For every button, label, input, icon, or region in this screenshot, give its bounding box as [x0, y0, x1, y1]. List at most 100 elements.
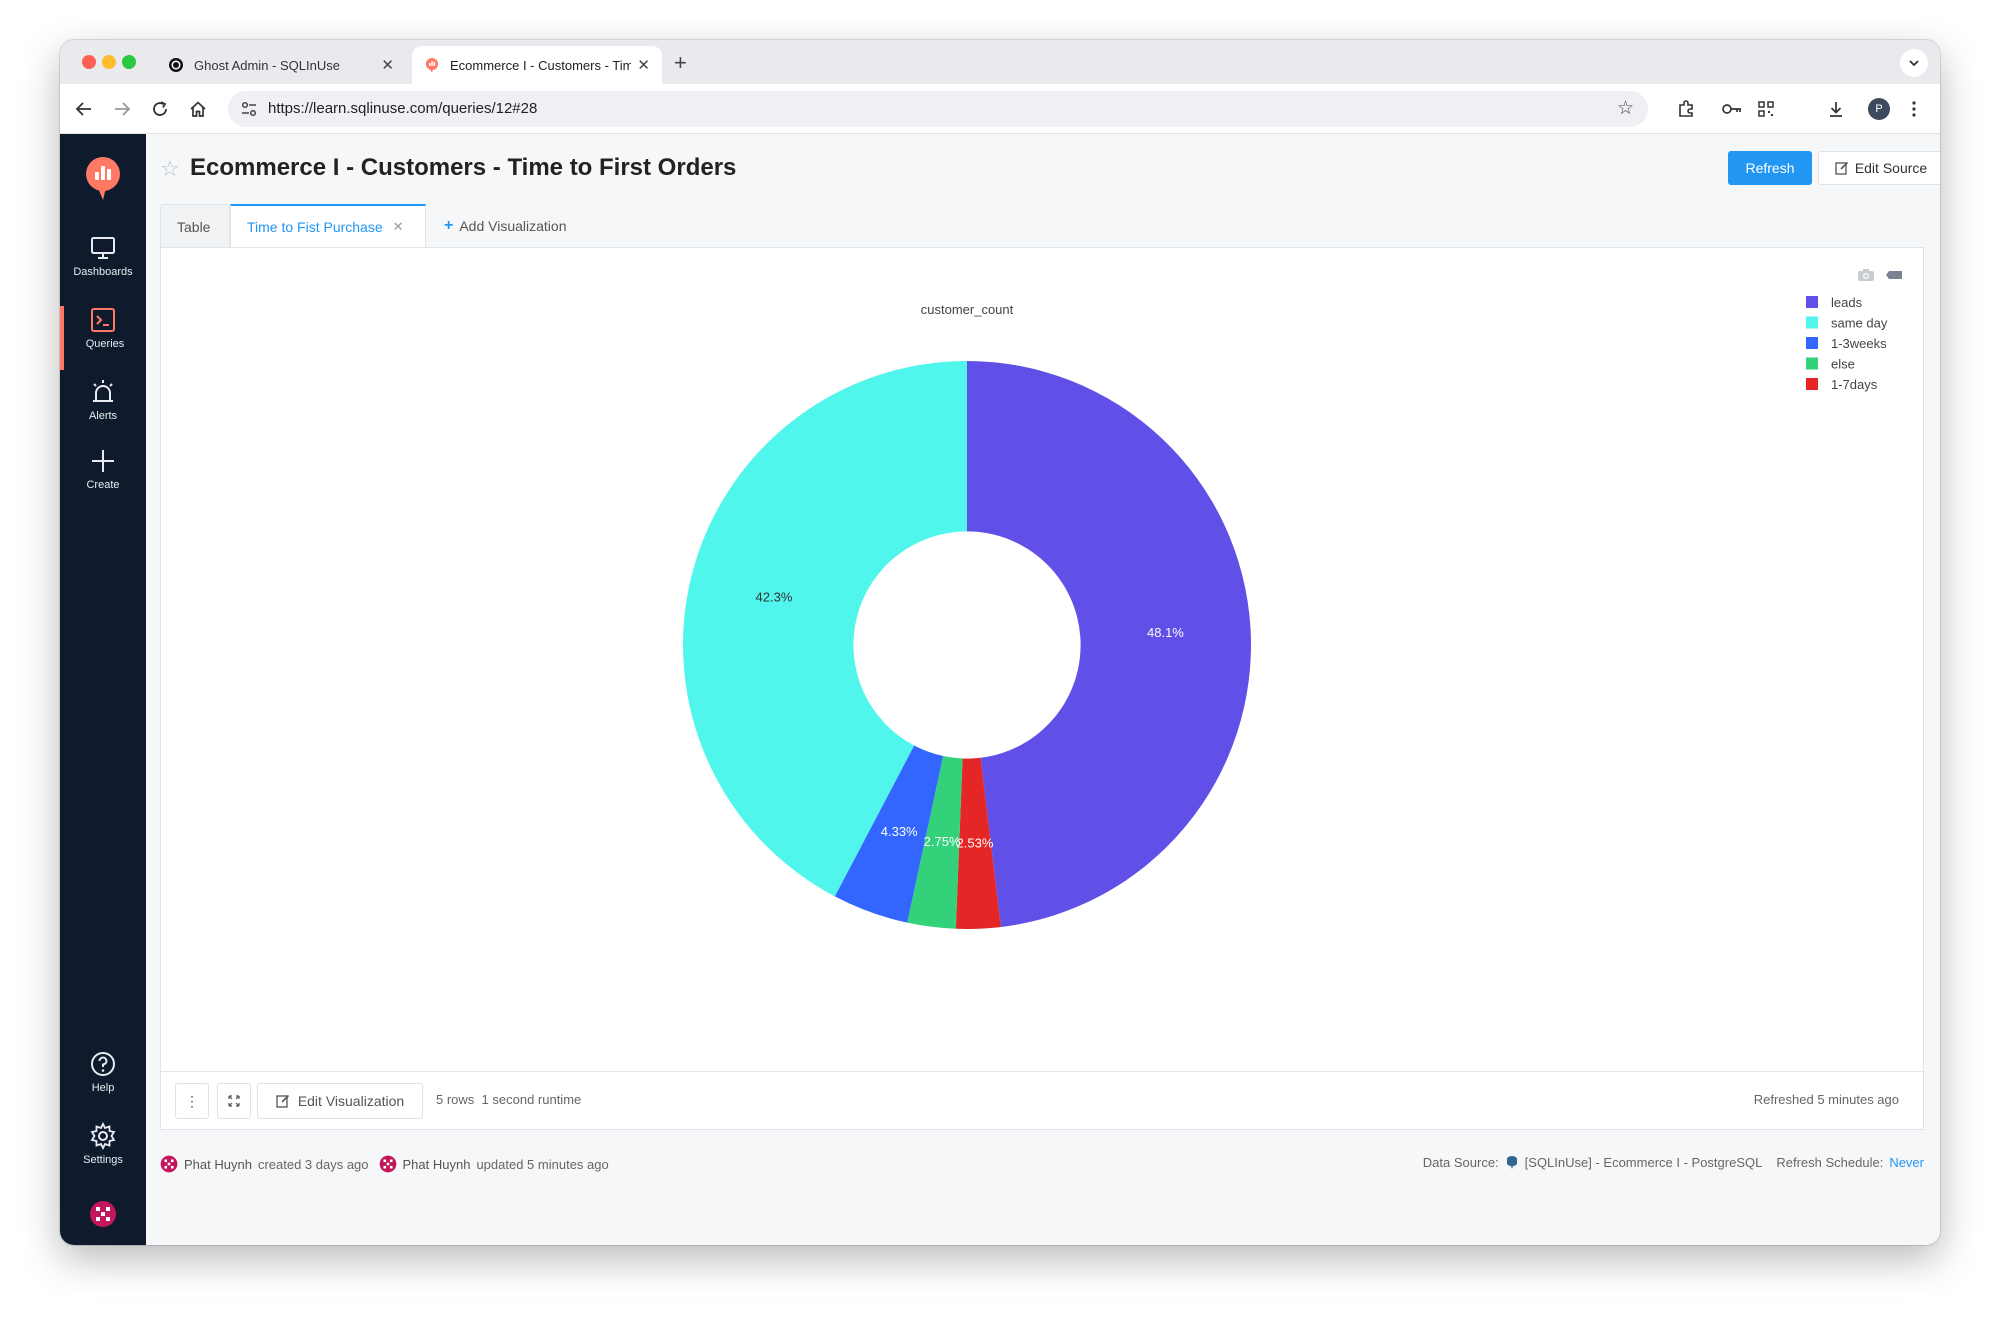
passwords-button[interactable]: [1720, 97, 1744, 121]
add-visualization-button[interactable]: + Add Visualization: [428, 204, 583, 248]
pie-label-leads: 48.1%: [1147, 625, 1184, 640]
pie-slice-same-day[interactable]: [683, 361, 967, 897]
legend-swatch: [1806, 316, 1818, 329]
profile-avatar[interactable]: P: [1868, 98, 1890, 120]
close-window-button[interactable]: [82, 55, 96, 69]
tab-strip: Ghost Admin - SQLInUse ✕ Ecommerce I - C…: [60, 40, 1940, 84]
qr-code-icon: [1758, 101, 1774, 117]
page-title[interactable]: Ecommerce I - Customers - Time to First …: [190, 154, 737, 181]
legend-item-else[interactable]: else: [1806, 357, 1855, 372]
terminal-icon: [91, 308, 115, 332]
browser-tab-title: Ecommerce I - Customers - Time to First …: [450, 57, 632, 73]
add-visualization-label: Add Visualization: [459, 218, 567, 234]
maximize-window-button[interactable]: [122, 55, 136, 69]
home-button[interactable]: [186, 97, 210, 121]
created-time: created 3 days ago: [257, 1156, 369, 1172]
main-content: ☆ Ecommerce I - Customers - Time to Firs…: [146, 134, 1940, 1245]
legend-item-same-day[interactable]: same day: [1806, 316, 1888, 331]
sidebar-item-label: Alerts: [88, 410, 118, 422]
legend-item-leads[interactable]: leads: [1806, 295, 1863, 310]
alarm-icon: [93, 380, 113, 402]
sidebar-item-alerts[interactable]: Alerts: [60, 378, 146, 442]
edit-icon: [1835, 161, 1848, 175]
legend-swatch: [1806, 337, 1818, 349]
address-bar[interactable]: https://learn.sqlinuse.com/queries/12#28…: [228, 91, 1648, 127]
pie-labels: 48.1% 2.53%2.75% 4.33% 42.3%: [756, 589, 1185, 850]
legend-label: same day: [1831, 316, 1888, 331]
tab-table[interactable]: Table: [160, 204, 230, 248]
close-tab-icon[interactable]: ✕: [637, 57, 650, 74]
refreshed-info: Refreshed 5 minutes ago: [1754, 1092, 1899, 1107]
legend-label: else: [1831, 357, 1855, 372]
runtime-text: 1 second runtime: [481, 1092, 582, 1107]
expand-button[interactable]: [217, 1083, 251, 1119]
pie-slice-else[interactable]: [907, 756, 963, 929]
legend-swatch: [1806, 378, 1818, 390]
redash-logo-icon[interactable]: [84, 156, 122, 200]
edit-source-button[interactable]: Edit Source: [1818, 151, 1940, 185]
sidebar-item-dashboards[interactable]: Dashboards: [60, 234, 146, 298]
back-button[interactable]: [72, 97, 96, 121]
legend-item-1-7days[interactable]: 1-7days: [1806, 377, 1878, 392]
sidebar-item-settings[interactable]: Settings: [60, 1122, 146, 1186]
site-settings-icon[interactable]: [240, 100, 258, 118]
extensions-button[interactable]: [1674, 97, 1698, 121]
reload-icon: [153, 101, 167, 116]
forward-button[interactable]: [110, 97, 134, 121]
camera-icon[interactable]: [1857, 268, 1875, 282]
visualization-card: customer_count 48.1% 2.53% 2.75% 4.33% 42.3%…: [160, 247, 1924, 1130]
user-avatar[interactable]: [89, 1200, 117, 1228]
source-info: Data Source: [SQLInUse] - Ecommerce I - …: [1423, 1155, 1924, 1170]
close-tab-icon[interactable]: ✕: [381, 57, 394, 74]
minimize-window-button[interactable]: [102, 55, 116, 69]
pie-slice-1-7days[interactable]: [955, 757, 1001, 929]
data-source-label: Data Source:: [1422, 1155, 1499, 1170]
chevron-down-icon: [1909, 60, 1919, 67]
home-icon: [190, 101, 206, 117]
legend-label: 1-7days: [1831, 377, 1878, 392]
browser-tab-redash[interactable]: Ecommerce I - Customers - Time to First …: [412, 46, 662, 84]
tab-search-button[interactable]: [1900, 49, 1928, 77]
plotly-logo-icon[interactable]: [1885, 268, 1903, 282]
refresh-schedule-link[interactable]: Never: [1889, 1155, 1924, 1170]
qr-code-button[interactable]: [1754, 97, 1778, 121]
ghost-favicon-icon: [169, 58, 183, 72]
downloads-button[interactable]: [1824, 97, 1848, 121]
avatar: [379, 1155, 396, 1173]
browser-tab-ghost[interactable]: Ghost Admin - SQLInUse ✕: [156, 46, 406, 84]
browser-toolbar: https://learn.sqlinuse.com/queries/12#28…: [60, 84, 1940, 134]
pie-slices: [683, 361, 1251, 929]
sidebar-item-create[interactable]: Create: [60, 447, 146, 511]
arrow-right-icon: [115, 102, 131, 116]
pie-slice-1-3weeks[interactable]: [834, 745, 944, 923]
tab-time-to-first-purchase[interactable]: Time to Fist Purchase ✕: [230, 204, 426, 248]
viz-more-button[interactable]: ⋮: [175, 1083, 209, 1119]
url-text[interactable]: https://learn.sqlinuse.com/queries/12#28: [268, 100, 538, 117]
chart-title: customer_count: [921, 302, 1014, 317]
tab-label: Time to Fist Purchase: [247, 219, 383, 235]
sidebar-item-label: Queries: [85, 338, 125, 350]
redash-favicon-icon: [426, 58, 438, 73]
help-icon: [91, 1052, 115, 1076]
legend-label: leads: [1831, 295, 1863, 310]
puzzle-icon: [1679, 100, 1693, 117]
reload-button[interactable]: [148, 97, 172, 121]
sidebar-item-label: Settings: [83, 1154, 123, 1166]
pie-slice-leads[interactable]: [967, 361, 1251, 927]
visualization-footer: ⋮ Edit Visualization 5 rows 1 second run…: [161, 1071, 1923, 1129]
query-metadata: Phat Huynh created 3 days ago Phat Huynh…: [160, 1149, 1924, 1179]
browser-window: Ghost Admin - SQLInUse ✕ Ecommerce I - C…: [60, 40, 1940, 1245]
favorite-star-icon[interactable]: ☆: [160, 156, 180, 181]
browser-menu-button[interactable]: [1902, 97, 1926, 121]
sidebar-item-help[interactable]: Help: [60, 1050, 146, 1114]
close-tab-icon[interactable]: ✕: [392, 219, 404, 234]
refresh-button[interactable]: Refresh: [1728, 151, 1812, 185]
bookmark-star-icon[interactable]: ☆: [1616, 98, 1634, 119]
legend-item-1-3weeks[interactable]: 1-3weeks: [1806, 336, 1887, 351]
edit-visualization-button[interactable]: Edit Visualization: [257, 1083, 423, 1119]
new-tab-button[interactable]: +: [674, 50, 687, 75]
refreshed-time: 5 minutes ago: [1817, 1092, 1899, 1107]
postgresql-icon: [1506, 1155, 1517, 1169]
redash-app: Dashboards Queries Alerts Create Help Se…: [60, 134, 1940, 1245]
sidebar-item-queries[interactable]: Queries: [60, 306, 146, 370]
